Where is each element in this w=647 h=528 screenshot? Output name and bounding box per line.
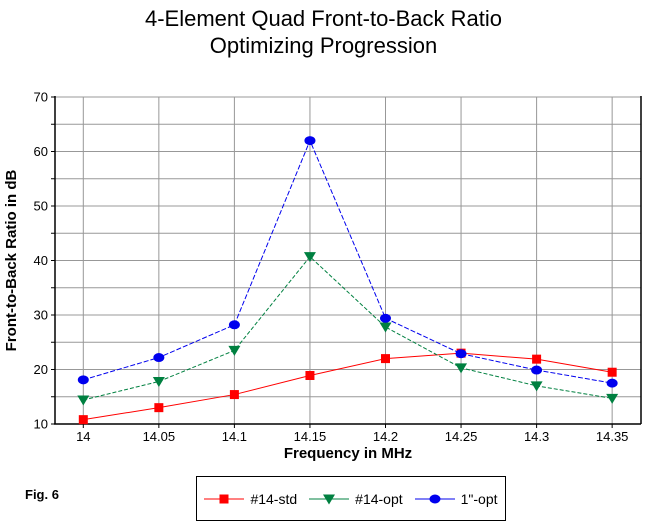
x-tick-label: 14.25 [445, 429, 478, 444]
series-marker-14-opt [530, 381, 543, 392]
series-marker-1-opt [606, 378, 618, 388]
chart-title-line2: Optimizing Progression [209, 33, 438, 58]
series-line-14-opt [83, 255, 613, 401]
y-axis-label: Front-to-Back Ratio in dB [3, 170, 20, 352]
series-marker-1-opt [455, 349, 467, 359]
y-tick-label: 10 [34, 417, 48, 432]
legend: #14-std #14-opt 1"-opt [196, 476, 506, 521]
series-marker-14-opt [455, 363, 468, 374]
x-tick-label: 14 [76, 429, 90, 444]
series-marker-14-std [154, 403, 164, 413]
chart-title-line1: 4-Element Quad Front-to-Back Ratio [144, 6, 503, 31]
y-tick-label: 20 [34, 362, 48, 377]
series-marker-14-std [607, 367, 617, 377]
series-marker-14-std [532, 354, 542, 364]
y-tick-label: 30 [34, 308, 48, 323]
series-marker-14-opt [228, 345, 241, 356]
legend-item-14-std: #14-std [204, 491, 297, 507]
legend-marker [323, 494, 336, 504]
series-marker-14-std [381, 354, 390, 364]
plot-area: 10 20 30 40 50 60 70 14 14.05 14.1 14.15 14.2 14.25 1… [3, 90, 642, 462]
legend-swatch-svg [204, 494, 245, 503]
y-tick-label: 50 [34, 199, 48, 214]
series-marker-1-opt [304, 136, 316, 146]
legend-label-1in-opt: 1"-opt [460, 490, 498, 507]
x-tick-label: 14.15 [294, 429, 327, 444]
series-marker-1-opt [77, 375, 89, 385]
series-14-std [78, 348, 617, 425]
series-marker-1-opt [153, 353, 165, 363]
series-marker-14-std [78, 415, 88, 425]
legend-marker [219, 494, 229, 503]
legend-swatch-svg [309, 494, 350, 504]
series-line-14-std [83, 352, 613, 421]
legend-marker-14-opt-icon [309, 493, 350, 505]
series-line-1-opt [83, 139, 613, 384]
series-marker-1-opt [228, 320, 240, 330]
series-marker-14-opt [379, 322, 392, 333]
figure-label: Fig. 6 [25, 487, 59, 502]
chart-title: 4-Element Quad Front-to-Back Ratio Optim… [0, 5, 647, 59]
legend-swatch-svg [414, 494, 455, 503]
x-tick-label: 14.35 [596, 429, 629, 444]
legend-marker-1in-opt-icon [414, 493, 455, 505]
series-marker-14-opt [152, 376, 165, 387]
series-marker-1-opt [531, 365, 543, 375]
series-marker-14-std [229, 390, 239, 400]
x-tick-label: 14.05 [143, 429, 176, 444]
legend-label-14-opt: #14-opt [355, 490, 403, 507]
series-marker-14-opt [303, 252, 316, 263]
x-tick-label: 14.1 [222, 429, 247, 444]
y-tick-label: 60 [34, 144, 48, 159]
series-marker-14-std [305, 370, 315, 380]
x-tick-label: 14.3 [524, 429, 549, 444]
series-14-opt [77, 252, 619, 406]
series-marker-1-opt [380, 313, 391, 323]
legend-item-14-opt: #14-opt [309, 490, 403, 507]
series-1-opt [77, 136, 618, 388]
x-axis-label: Frequency in MHz [284, 445, 412, 462]
y-tick-label: 40 [34, 253, 48, 268]
x-tick-label: 14.2 [373, 429, 398, 444]
legend-item-1in-opt: 1"-opt [414, 490, 498, 507]
legend-label-14-std: #14-std [250, 490, 298, 507]
y-tick-label: 70 [34, 90, 48, 105]
legend-marker [429, 494, 441, 503]
legend-marker-14-std-icon [204, 493, 245, 505]
series-marker-14-opt [606, 393, 619, 404]
series-marker-14-opt [77, 395, 90, 406]
